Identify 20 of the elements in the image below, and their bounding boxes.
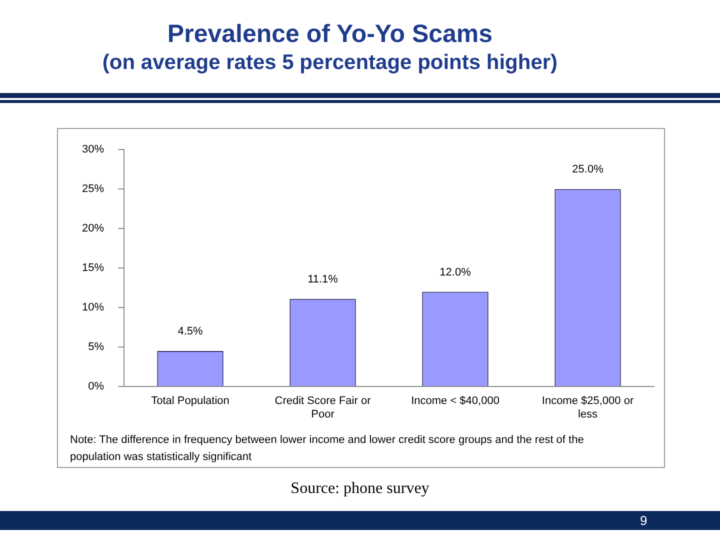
data-label: 11.1% — [308, 273, 338, 286]
x-tick-label: Credit Score Fair or Poor — [274, 395, 372, 420]
x-tick-label: Income $25,000 or less — [542, 395, 634, 420]
data-label: 12.0% — [440, 266, 472, 278]
chart-subtitle: (on average rates 5 percentage points higher) — [101, 51, 559, 75]
text: 9 — [640, 513, 648, 528]
y-tick-label: 10% — [82, 302, 104, 314]
y-tick-label: 0% — [88, 380, 104, 393]
source-note: Source: phone survey — [290, 480, 430, 498]
data-label: 4.5% — [178, 326, 204, 338]
chart-title: Prevalence of Yo-Yo Scams — [166, 20, 494, 49]
x-tick-label: Income < $40,000 — [411, 395, 500, 408]
y-tick-label: 5% — [88, 341, 104, 354]
data-label: 25.0% — [572, 164, 604, 176]
y-tick-label: 30% — [82, 144, 104, 156]
y-tick-label: 15% — [82, 262, 104, 274]
y-tick-label: 20% — [82, 222, 104, 235]
y-tick-label: 25% — [82, 183, 104, 196]
x-tick-label: Total Population — [151, 395, 230, 408]
text: Note: The difference in frequency between lower income and lower credit score groups and the rest of the population was statistically significant — [70, 433, 585, 465]
